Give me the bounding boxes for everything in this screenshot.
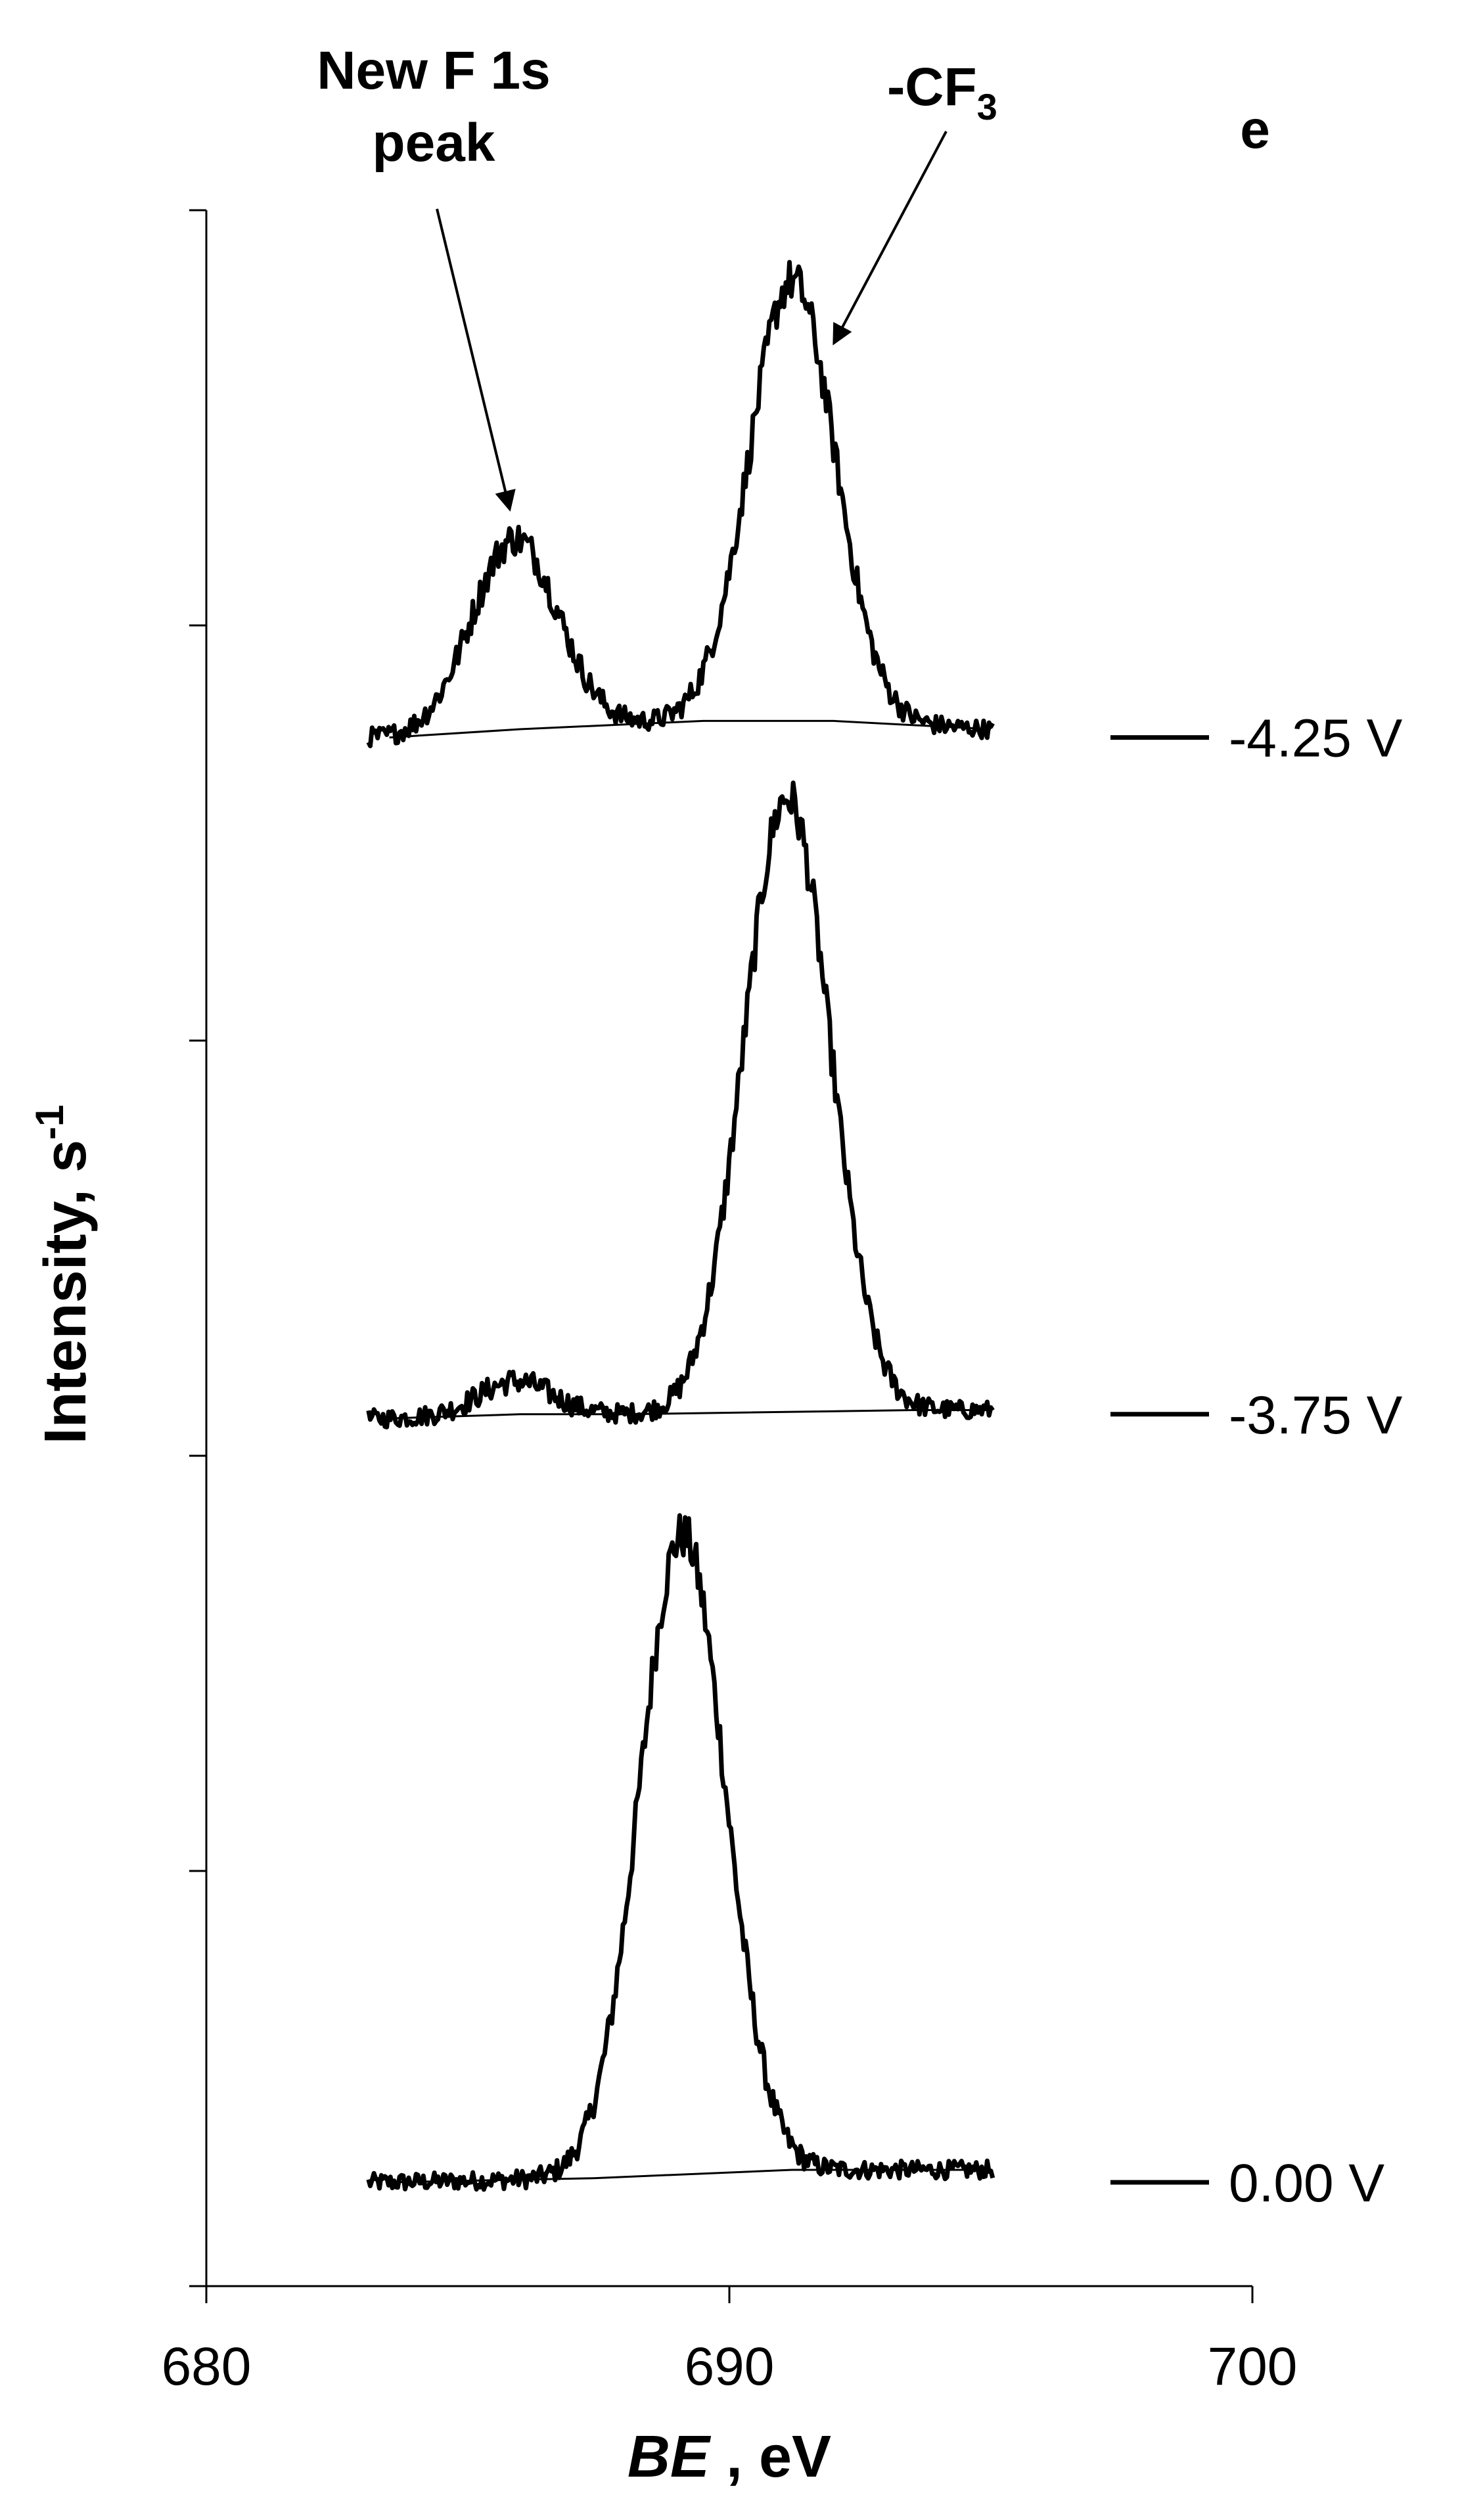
- series-line-2: [366, 259, 995, 748]
- y-axis-title: Intensity, s-1: [28, 1105, 99, 1445]
- series-line-0: [366, 1513, 995, 2192]
- baselines: [389, 719, 992, 2184]
- baseline-1: [389, 1409, 991, 1420]
- panel-letter: e: [1240, 100, 1270, 160]
- legend: 0.00 V -3.75 V -4.25 V: [1110, 709, 1403, 2213]
- annotation-new-f1s-line2: peak: [373, 113, 495, 173]
- legend-label-0: 0.00 V: [1229, 2153, 1384, 2213]
- axis-labels: BE , eV Intensity, s-1: [28, 1105, 831, 2490]
- legend-label-1: -3.75 V: [1229, 1385, 1403, 1445]
- x-axis-title-rest: , eV: [710, 2424, 831, 2490]
- baseline-2: [389, 719, 992, 739]
- y-axis-title-sup: -1: [28, 1105, 72, 1140]
- series-line-1: [366, 780, 995, 1429]
- annotation-arrow-cf3: [833, 131, 948, 346]
- x-tick-label-690: 690: [685, 2337, 775, 2396]
- series-lines: [366, 259, 995, 2192]
- x-axis-title-italic: BE: [628, 2424, 712, 2490]
- x-tick-label-680: 680: [162, 2337, 252, 2396]
- legend-label-2: -4.25 V: [1229, 709, 1403, 769]
- x-axis-title: BE , eV: [628, 2424, 831, 2490]
- x-tick-label-700: 700: [1208, 2337, 1298, 2396]
- annotation-cf3-sub: 3: [977, 86, 997, 127]
- axes: 680 690 700: [162, 209, 1298, 2396]
- annotation-cf3-base: -CF: [887, 57, 977, 117]
- annotation-arrow-new-f1s: [436, 208, 516, 512]
- y-axis-title-base: Intensity, s: [33, 1140, 99, 1444]
- annotations: New F 1s peak -CF3 e: [317, 41, 1270, 512]
- annotation-cf3: -CF3: [887, 57, 997, 127]
- annotation-new-f1s-line1: New F 1s: [317, 41, 550, 101]
